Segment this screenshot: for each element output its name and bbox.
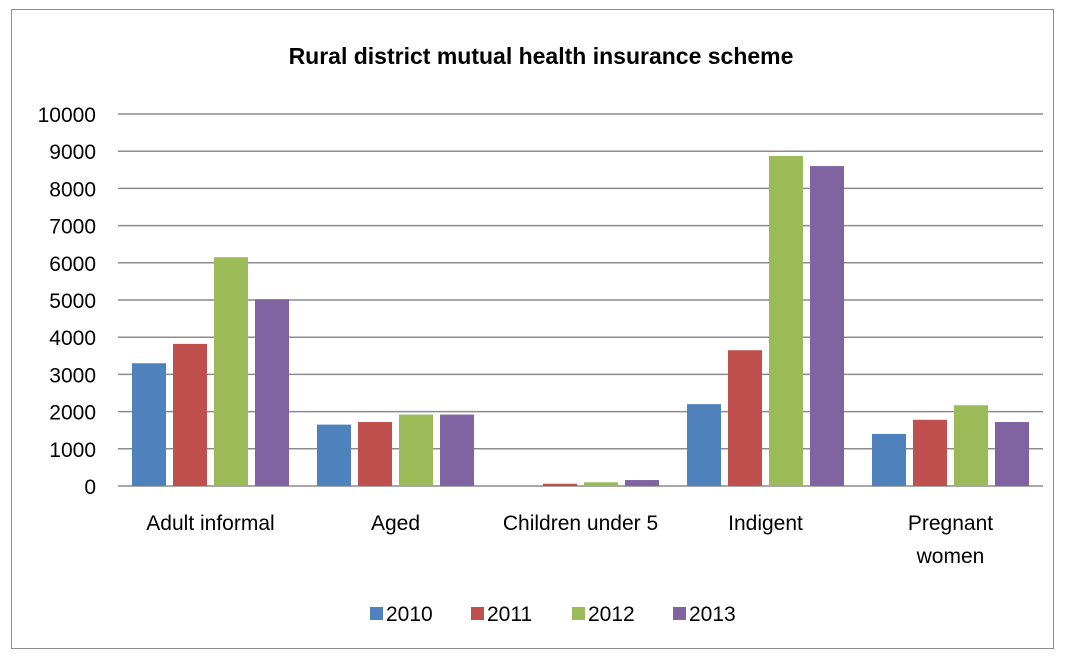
legend-label: 2010 (386, 603, 433, 626)
bar-2010-0 (132, 363, 166, 486)
bar-2011-0 (173, 343, 207, 486)
x-axis: Adult informal Aged Children under 5 Indige… (146, 512, 993, 568)
y-tick-label: 10000 (38, 104, 96, 127)
y-tick-label: 2000 (49, 402, 96, 425)
bar-2013-2 (625, 480, 659, 486)
x-tick-label: Adult informal (146, 512, 274, 535)
legend: 2010 2011 2012 2013 (370, 603, 736, 626)
chart-frame (11, 9, 1054, 649)
bar-2013-4 (995, 422, 1029, 486)
legend-swatch (673, 607, 686, 620)
x-tick-label: Indigent (728, 512, 803, 535)
bar-2010-1 (317, 424, 351, 486)
bar-2011-1 (358, 422, 392, 486)
bar-2012-3 (769, 156, 803, 486)
y-tick-label: 1000 (49, 439, 96, 462)
y-tick-label: 9000 (49, 141, 96, 164)
x-tick-label: Aged (371, 512, 420, 535)
y-tick-label: 0 (84, 476, 96, 499)
y-tick-label: 7000 (49, 216, 96, 239)
bar-2013-1 (440, 414, 474, 486)
x-tick-label: Pregnant (908, 512, 993, 535)
bar-2013-3 (810, 166, 844, 486)
bar-2011-3 (728, 350, 762, 486)
legend-swatch (370, 607, 383, 620)
legend-swatch (572, 607, 585, 620)
bar-2010-4 (872, 433, 906, 486)
legend-swatch (471, 607, 484, 620)
bar-2013-0 (255, 299, 289, 486)
chart-title: Rural district mutual health insurance s… (289, 43, 794, 69)
bar-2011-4 (913, 419, 947, 486)
x-tick-label: women (916, 545, 985, 568)
bar-2012-2 (584, 482, 618, 486)
y-tick-label: 3000 (49, 364, 96, 387)
x-tick-label: Children under 5 (503, 512, 658, 535)
bar-2012-0 (214, 257, 248, 486)
y-tick-label: 5000 (49, 290, 96, 313)
bars (132, 156, 1029, 486)
y-tick-label: 6000 (49, 253, 96, 276)
bar-2012-1 (399, 414, 433, 486)
bar-2010-3 (687, 404, 721, 486)
bar-2011-2 (543, 483, 577, 486)
legend-label: 2013 (689, 603, 736, 626)
y-tick-label: 8000 (49, 178, 96, 201)
legend-label: 2012 (588, 603, 635, 626)
y-axis: 0 1000 2000 3000 4000 5000 6000 7000 8000 9000 100… (38, 104, 96, 499)
legend-label: 2011 (487, 603, 532, 626)
bar-2012-4 (954, 405, 988, 486)
y-tick-label: 4000 (49, 327, 96, 350)
